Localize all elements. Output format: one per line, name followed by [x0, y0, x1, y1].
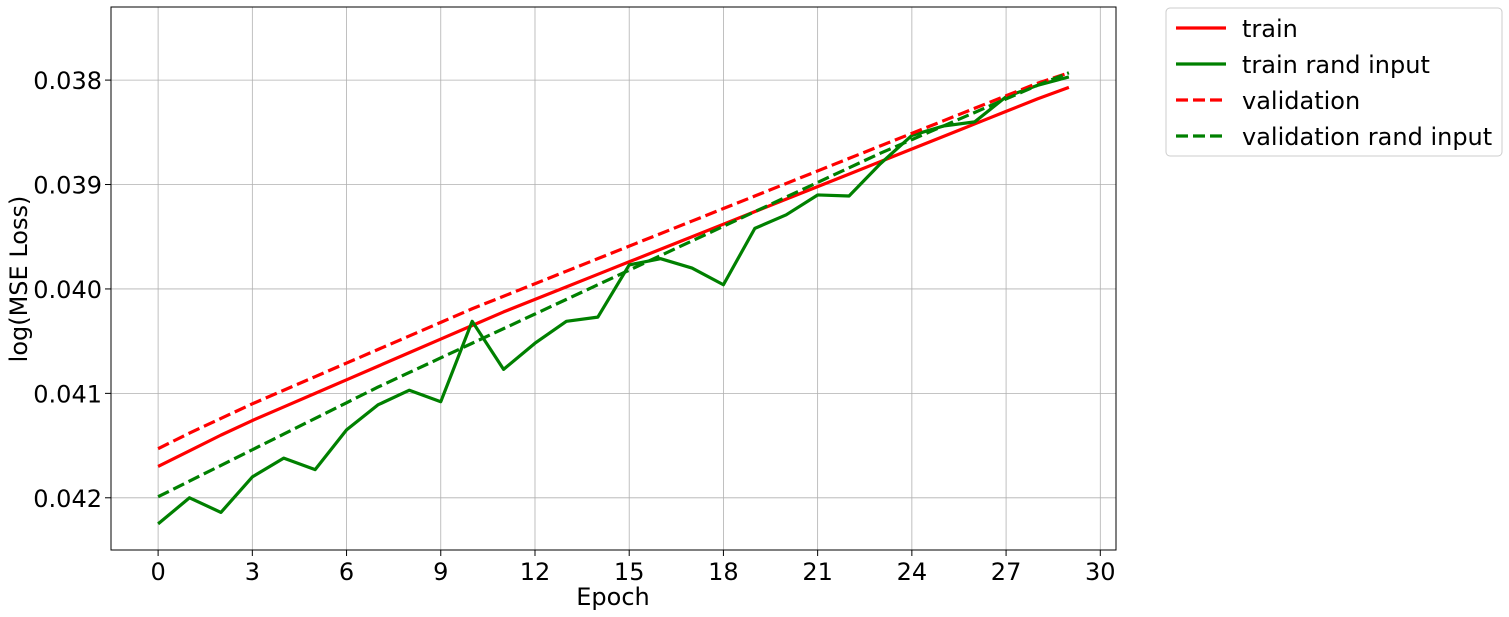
legend-entry-label: train rand input [1242, 51, 1430, 79]
y-tick-label: 0.038 [33, 67, 102, 95]
x-axis-title: Epoch [576, 583, 650, 611]
x-tick-label: 12 [520, 558, 551, 586]
series-line-train [157, 85, 1070, 468]
legend-entry-label: train [1242, 15, 1298, 43]
grid [111, 7, 1116, 550]
x-tick-label: 15 [614, 558, 645, 586]
x-tick-label: 6 [339, 558, 354, 586]
series-line-validation [157, 71, 1070, 451]
x-tick-label: 21 [802, 558, 833, 586]
x-tick-label: 9 [433, 558, 448, 586]
x-tick-label: 24 [897, 558, 928, 586]
y-tick-label: 0.042 [33, 485, 102, 513]
y-axis-title: log(MSE Loss) [5, 196, 33, 363]
legend: train train rand input validation validatio… [1165, 7, 1503, 157]
x-tick-label: 30 [1085, 558, 1116, 586]
x-tick-label: 0 [150, 558, 165, 586]
plot-frame [110, 6, 1117, 551]
x-tick-label: 3 [245, 558, 260, 586]
y-tick-label: 0.040 [33, 276, 102, 304]
tick-marks [105, 79, 1101, 556]
x-tick-label: 18 [708, 558, 739, 586]
y-tick-label: 0.041 [33, 380, 102, 408]
series-line-validation-rand-input [157, 71, 1070, 499]
series-lines [157, 71, 1070, 526]
y-tick-labels: 0.038 0.039 0.040 0.041 0.042 [33, 67, 102, 513]
series-line-train-rand-input [157, 75, 1070, 526]
legend-frame [1165, 7, 1503, 157]
y-tick-label: 0.039 [33, 172, 102, 200]
x-tick-labels: 0 3 6 9 12 15 18 21 24 27 30 [150, 558, 1115, 586]
legend-entry-label: validation [1242, 87, 1360, 115]
legend-entry-label: validation rand input [1242, 123, 1492, 151]
x-tick-label: 27 [991, 558, 1022, 586]
